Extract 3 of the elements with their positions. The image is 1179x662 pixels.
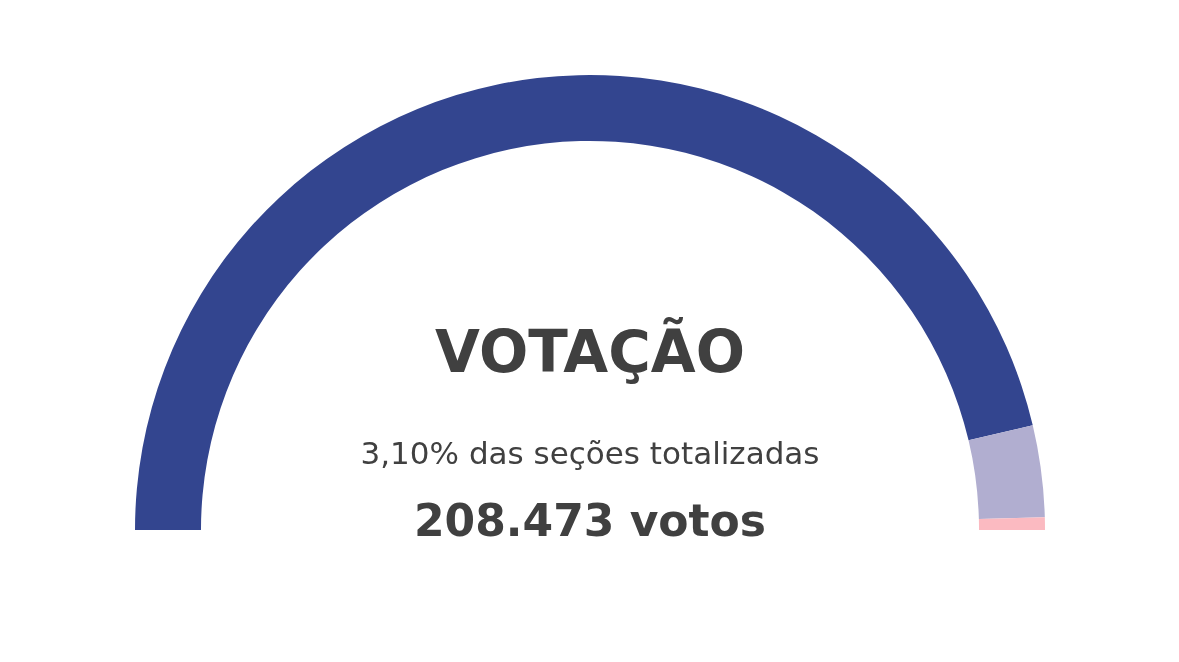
text: 3,10% das seções totalizadas — [360, 435, 820, 471]
text: 208.473 votos — [413, 495, 767, 546]
text: VOTAÇÃO — [435, 317, 745, 386]
